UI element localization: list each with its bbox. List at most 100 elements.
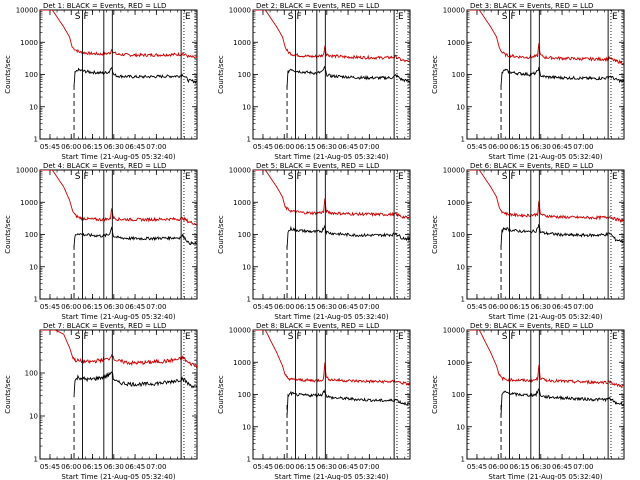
y-tick-label: 1	[461, 136, 465, 144]
series-line-red	[253, 10, 410, 63]
y-tick-label: 1000	[20, 199, 38, 207]
x-tick-label: 06:00	[61, 303, 81, 311]
x-tick-label: 05:45	[467, 463, 487, 471]
chart-panel-7: Det 7: BLACK = Events, RED = LLD Counts/s…	[4, 322, 198, 480]
y-tick-label: 1000	[233, 199, 251, 207]
series-line-red	[253, 170, 410, 219]
marker-label-F: F	[511, 172, 516, 182]
marker-label-F: F	[297, 12, 302, 22]
y-tick-label: 10	[29, 413, 38, 421]
marker-label-S: S	[288, 172, 294, 182]
marker-label-E: E	[612, 172, 618, 182]
x-tick-label: 06:00	[488, 303, 508, 311]
chart-panel-6: Det 6: BLACK = Events, RED = LLD Counts/s…	[431, 162, 625, 321]
marker-label-S: S	[75, 332, 81, 342]
marker-label-F: F	[84, 172, 89, 182]
x-tick-label: 05:45	[467, 303, 487, 311]
series-line-red	[467, 170, 624, 223]
y-tick-label: 100	[25, 370, 38, 378]
y-tick-label: 10	[29, 263, 38, 271]
x-tick-label: 06:45	[125, 463, 145, 471]
x-tick-label: 06:30	[317, 463, 337, 471]
marker-label-F: F	[84, 12, 89, 22]
x-tick-label: 06:30	[104, 463, 124, 471]
x-tick-label: 06:30	[531, 143, 551, 151]
x-axis-label: Start Time (21-Aug-05 05:32:40)	[274, 313, 388, 321]
marker-label-S: S	[502, 332, 508, 342]
chart-panel-4: Det 4: BLACK = Events, RED = LLD Counts/s…	[4, 162, 198, 321]
x-tick-label: 06:00	[61, 143, 81, 151]
marker-label-E: E	[185, 172, 191, 182]
marker-label-S: S	[75, 12, 81, 22]
chart-panel-3: Det 3: BLACK = Events, RED = LLD Counts/s…	[431, 2, 625, 161]
y-tick-label: 1000	[233, 39, 251, 47]
x-tick-label: 06:15	[82, 303, 102, 311]
y-tick-label: 10000	[229, 7, 251, 15]
y-tick-label: 10	[242, 103, 251, 111]
y-tick-label: 1	[247, 136, 251, 144]
y-tick-label: 10000	[16, 167, 38, 175]
y-tick-label: 10000	[16, 7, 38, 15]
series-line-red	[467, 330, 624, 388]
chart-title: Det 6: BLACK = Events, RED = LLD	[470, 162, 593, 170]
marker-label-S: S	[288, 12, 294, 22]
series-group	[467, 170, 624, 248]
chart-title: Det 1: BLACK = Events, RED = LLD	[43, 2, 166, 10]
marker-label-S: S	[288, 332, 294, 342]
chart-panel-1: Det 1: BLACK = Events, RED = LLD Counts/s…	[4, 2, 198, 161]
plot-frame	[252, 329, 411, 460]
x-axis-label: Start Time (21-Aug-05 05:32:40)	[488, 473, 602, 480]
x-tick-label: 06:15	[295, 463, 315, 471]
chart-title: Det 3: BLACK = Events, RED = LLD	[470, 2, 593, 10]
series-line-black	[286, 65, 410, 89]
y-tick-label: 10	[242, 423, 251, 431]
x-tick-label: 05:45	[40, 463, 60, 471]
marker-label-E: E	[185, 12, 191, 22]
series-group	[253, 10, 410, 89]
series-line-black	[73, 226, 197, 249]
chart-title: Det 7: BLACK = Events, RED = LLD	[43, 322, 166, 330]
series-line-black	[73, 371, 197, 398]
marker-label-E: E	[398, 172, 404, 182]
x-axis-label: Start Time (21-Aug-05 05:32:40)	[61, 153, 175, 161]
y-tick-label: 1000	[447, 199, 465, 207]
x-tick-label: 07:00	[359, 303, 379, 311]
series-group	[253, 170, 410, 249]
chart-title: Det 8: BLACK = Events, RED = LLD	[256, 322, 379, 330]
series-group	[40, 330, 197, 398]
x-axis-label: Start Time (21-Aug-05 05:32:40)	[61, 313, 175, 321]
x-tick-label: 06:15	[509, 463, 529, 471]
y-tick-label: 100	[238, 71, 251, 79]
x-tick-label: 06:00	[61, 463, 81, 471]
x-tick-label: 07:00	[146, 463, 166, 471]
x-tick-label: 05:45	[40, 143, 60, 151]
x-tick-label: 07:00	[573, 303, 593, 311]
y-axis-label: Counts/sec	[431, 215, 439, 254]
x-tick-label: 06:30	[531, 463, 551, 471]
plot-frame	[252, 9, 411, 140]
marker-label-F: F	[297, 332, 302, 342]
y-tick-label: 10	[456, 103, 465, 111]
y-tick-label: 1	[34, 296, 38, 304]
x-axis-label: Start Time (21-Aug-05 05:32:40)	[488, 313, 602, 321]
x-axis-label: Start Time (21-Aug-05 05:32:40)	[274, 473, 388, 480]
series-line-black	[286, 388, 410, 417]
x-tick-label: 06:45	[125, 143, 145, 151]
y-tick-label: 1	[247, 456, 251, 464]
y-axis-label: Counts/sec	[431, 375, 439, 414]
chart-panel-9: Det 9: BLACK = Events, RED = LLD Counts/s…	[431, 322, 625, 480]
series-line-red	[40, 170, 197, 226]
x-tick-label: 06:30	[104, 143, 124, 151]
x-axis-label: Start Time (21-Aug-05 05:32:40)	[488, 153, 602, 161]
x-tick-label: 05:45	[467, 143, 487, 151]
y-tick-label: 10	[456, 423, 465, 431]
x-tick-label: 05:45	[253, 463, 273, 471]
marker-label-F: F	[511, 332, 516, 342]
y-tick-label: 10000	[443, 327, 465, 335]
series-group	[467, 10, 624, 87]
y-tick-label: 1	[34, 456, 38, 464]
y-tick-label: 100	[452, 391, 465, 399]
x-tick-label: 06:15	[509, 303, 529, 311]
marker-label-S: S	[502, 172, 508, 182]
